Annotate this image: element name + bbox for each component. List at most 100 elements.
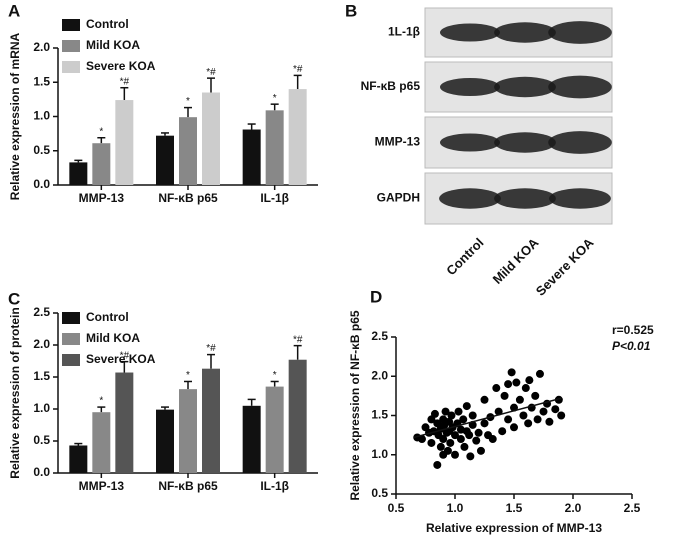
bar: [242, 405, 261, 473]
y-axis-title: Relative expression of NF-κB p65: [348, 310, 362, 500]
lane-label: Mild KOA: [490, 235, 542, 287]
significance-mark: *#: [293, 64, 303, 75]
y-tick-label: 0.5: [33, 433, 50, 447]
scatter-point: [504, 415, 513, 424]
legend-swatch: [62, 19, 80, 31]
blot-band: [494, 76, 556, 98]
x-tick-label: NF-κB p65: [158, 191, 218, 205]
scatter-point: [539, 407, 548, 416]
x-tick-label: 2.0: [565, 501, 582, 515]
scatter-point: [433, 460, 442, 469]
scatter-point: [515, 395, 524, 404]
x-tick-label: 1.5: [506, 501, 523, 515]
y-tick-label: 0.5: [33, 143, 50, 157]
bar: [288, 359, 307, 473]
bar: [92, 412, 111, 473]
y-tick-label: 1.5: [371, 408, 388, 422]
x-tick-label: MMP-13: [79, 479, 125, 493]
scatter-point: [439, 450, 448, 459]
significance-mark: *#: [120, 76, 130, 87]
y-axis-title: Relative expression of mRNA: [8, 32, 22, 200]
legend-label: Mild KOA: [86, 331, 140, 345]
significance-mark: *#: [206, 343, 216, 354]
scatter-point: [519, 411, 528, 420]
scatter-point: [512, 378, 521, 387]
blot-band: [548, 21, 612, 44]
scatter-point: [480, 419, 489, 428]
y-tick-label: 2.0: [33, 337, 50, 351]
lane-label: Severe KOA: [533, 235, 597, 299]
blot-band: [548, 75, 612, 99]
significance-mark: *: [186, 370, 190, 381]
legend-label: Control: [86, 17, 129, 31]
legend-label: Mild KOA: [86, 38, 140, 52]
blot-row-label: NF-κB p65: [361, 79, 421, 93]
legend-label: Control: [86, 310, 129, 324]
legend-label: Severe KOA: [86, 59, 156, 73]
scatter-point: [521, 384, 530, 393]
panel-label: D: [370, 287, 382, 306]
y-axis-title: Relative expression of protein: [8, 307, 22, 478]
x-tick-label: NF-κB p65: [158, 479, 218, 493]
legend-swatch: [62, 333, 80, 345]
y-tick-label: 0.0: [33, 177, 50, 191]
panel-label: B: [345, 1, 357, 20]
scatter-point: [430, 409, 439, 418]
legend-swatch: [62, 354, 80, 366]
scatter-point: [545, 417, 554, 426]
scatter-point: [492, 384, 501, 393]
scatter-point: [456, 435, 465, 444]
bar: [69, 162, 88, 185]
y-tick-label: 2.5: [33, 305, 50, 319]
x-tick-label: IL-1β: [260, 191, 289, 205]
significance-mark: *: [273, 93, 277, 104]
legend-swatch: [62, 312, 80, 324]
bar: [92, 143, 111, 185]
y-tick-label: 2.5: [371, 329, 388, 343]
blot-band: [440, 23, 500, 42]
x-tick-label: MMP-13: [79, 191, 125, 205]
scatter-point: [500, 391, 509, 400]
scatter-point: [507, 368, 516, 377]
significance-mark: *: [186, 96, 190, 107]
scatter-point: [480, 395, 489, 404]
y-tick-label: 1.5: [33, 369, 50, 383]
blot-band: [494, 22, 556, 43]
y-tick-label: 0.0: [33, 465, 50, 479]
blot-band: [548, 131, 612, 154]
blot-row-label: 1L-1β: [388, 25, 420, 39]
scatter-point: [504, 380, 513, 389]
scatter-point: [468, 411, 477, 420]
stat-annotation: r=0.525: [612, 323, 654, 337]
scatter-point: [535, 369, 544, 378]
y-tick-label: 1.5: [33, 74, 50, 88]
significance-mark: *#: [206, 67, 216, 78]
scatter-point: [451, 431, 459, 440]
significance-mark: *: [99, 126, 103, 137]
legend-swatch: [62, 61, 80, 73]
scatter-point: [557, 411, 566, 420]
bar: [179, 389, 197, 473]
x-tick-label: 1.0: [447, 501, 464, 515]
scatter-point: [462, 402, 471, 411]
scatter-point: [439, 435, 448, 444]
fit-line: [413, 397, 562, 439]
scatter-point: [551, 405, 560, 414]
scatter-point: [460, 442, 469, 451]
significance-mark: *#: [293, 334, 303, 345]
blot-row-label: GAPDH: [377, 191, 420, 205]
y-tick-label: 2.0: [371, 368, 388, 382]
y-tick-label: 1.0: [371, 447, 388, 461]
scatter-point: [472, 436, 481, 445]
legend-label: Severe KOA: [86, 352, 156, 366]
bar: [202, 368, 220, 473]
bar: [179, 117, 197, 185]
blot-band: [494, 188, 556, 209]
scatter-point: [476, 446, 485, 455]
bar: [69, 445, 88, 473]
bar: [115, 372, 134, 473]
bar: [156, 409, 174, 473]
y-tick-label: 0.5: [371, 486, 388, 500]
scatter-point: [427, 438, 436, 447]
bar: [202, 92, 220, 185]
